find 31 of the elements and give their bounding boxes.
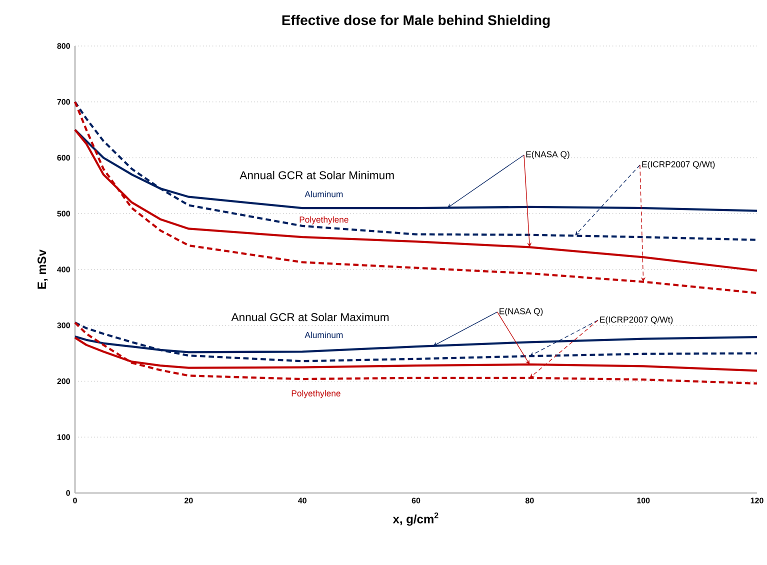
annotation: E(ICRP2007 Q/Wt) — [642, 160, 715, 170]
annotation: E(NASA Q) — [500, 308, 543, 316]
y-tick-label: 300 — [57, 322, 70, 328]
line-series — [74, 100, 758, 294]
y-tick-label: 800 — [57, 43, 70, 49]
y-tick-label: 500 — [57, 210, 70, 216]
annotation: Polyethylene — [300, 216, 348, 224]
annotation: Polyethylene — [292, 390, 340, 398]
x-tick-label: 0 — [73, 498, 77, 504]
x-tick-label: 80 — [525, 498, 534, 504]
annotation: Aluminum — [304, 190, 343, 198]
annotation: Annual GCR at Solar Maximum — [231, 312, 389, 322]
y-tick-label: 600 — [57, 154, 70, 161]
annotation: E(ICRP2007 Q/Wt) — [600, 316, 673, 324]
x-tick-label: 120 — [750, 498, 764, 504]
line-series — [74, 100, 758, 241]
x-tick-label: 40 — [298, 498, 306, 504]
annotation: Annual GCR at Solar Minimum — [240, 170, 394, 180]
annotation: E(NASA Q) — [526, 150, 570, 160]
chart-title: Effective dose for Male behind Shielding — [282, 14, 550, 28]
annotation: Aluminum — [304, 332, 343, 338]
x-tick-label: 20 — [184, 498, 193, 504]
x-tick-label: 100 — [637, 498, 650, 504]
x-axis-title: x, g/cm$^{2}$ — [392, 512, 438, 526]
y-tick-label: 100 — [57, 434, 70, 440]
y-tick-label: 400 — [57, 266, 70, 272]
y-tick-label: 0 — [66, 490, 70, 496]
x-tick-label: 60 — [412, 498, 420, 504]
y-axis-title: E, mSv — [38, 250, 48, 289]
y-tick-label: 700 — [57, 99, 70, 105]
y-tick-label: 200 — [57, 378, 70, 384]
